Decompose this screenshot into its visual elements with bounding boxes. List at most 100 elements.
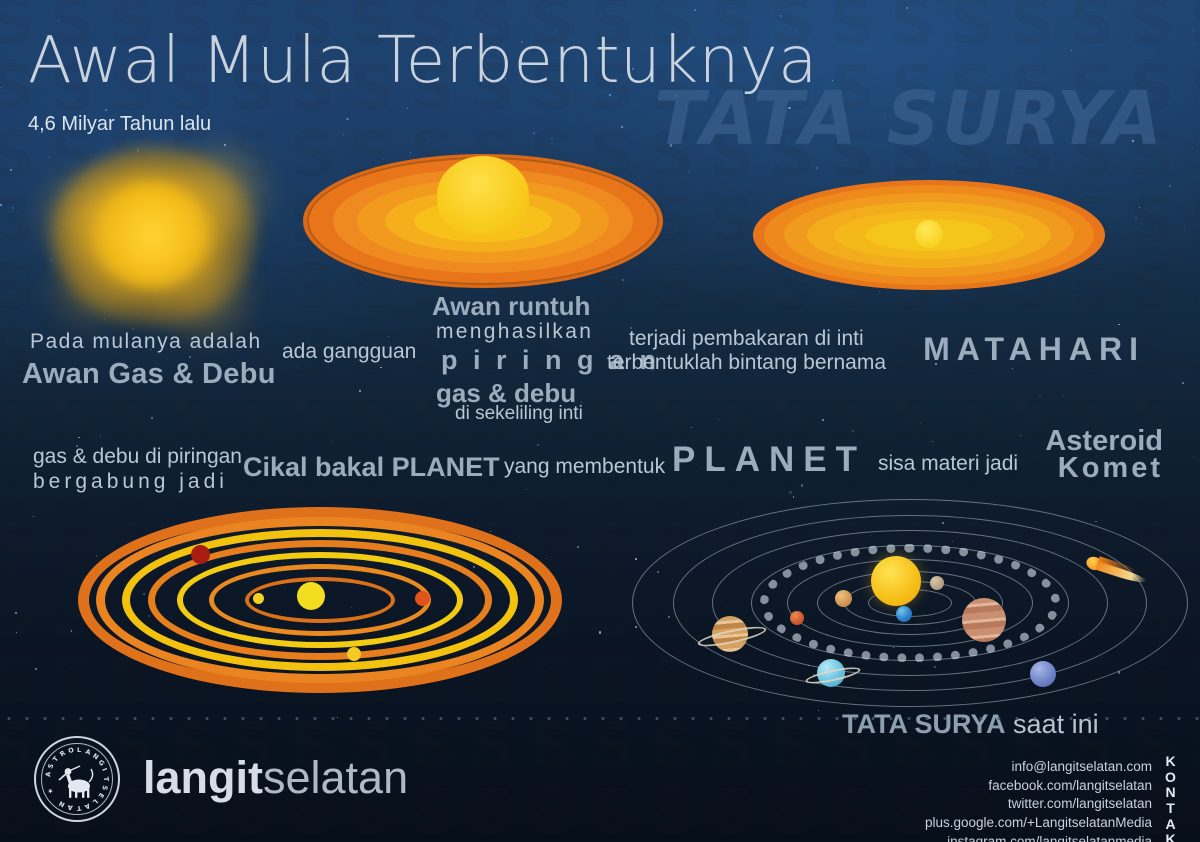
watermark-letter: S xyxy=(590,512,635,585)
watermark-letter: S xyxy=(1190,56,1200,118)
watermark-letter: S xyxy=(890,0,935,57)
star xyxy=(1020,434,1022,436)
stage5-label: Cikal bakal PLANET xyxy=(243,452,500,482)
star xyxy=(822,419,825,421)
watermark-letter: S xyxy=(1190,188,1200,250)
star xyxy=(127,2,129,4)
star xyxy=(359,390,361,393)
planet-jupiter xyxy=(962,598,1006,642)
stage5-line1: gas & debu di piringan xyxy=(33,445,242,468)
contact-item[interactable]: plus.google.com/+LangitselatanMedia xyxy=(924,814,1152,830)
gas-dust-cloud-art xyxy=(30,128,280,343)
star xyxy=(816,166,818,169)
planet-mercury xyxy=(930,576,944,590)
watermark-letter: S xyxy=(710,182,755,255)
stage3-line2: menghasilkan xyxy=(436,320,594,343)
star xyxy=(718,418,720,420)
contact-item[interactable]: instagram.com/langitselatanmedia xyxy=(947,833,1152,842)
planet-sun xyxy=(871,556,921,606)
star xyxy=(920,421,922,424)
kontak-letter: O xyxy=(1165,768,1177,785)
watermark-letter: S xyxy=(350,380,395,453)
proto-planet-yellow xyxy=(347,647,361,661)
watermark-letter: S xyxy=(1190,122,1200,184)
watermark-letter: S xyxy=(1190,254,1200,316)
star xyxy=(296,366,298,367)
watermark-letter: S xyxy=(0,512,35,585)
star xyxy=(688,170,690,173)
watermark-letter: S xyxy=(1190,320,1200,382)
planet-saturn xyxy=(712,616,748,652)
star xyxy=(576,546,579,549)
star xyxy=(1135,217,1138,220)
star xyxy=(330,440,333,442)
watermark-letter: S xyxy=(290,380,335,453)
watermark-letter: S xyxy=(1190,518,1200,580)
collapsing-disk-art xyxy=(303,146,663,296)
badge-ring-letter: L xyxy=(77,746,82,754)
watermark-letter: S xyxy=(0,446,35,519)
watermark-letter: S xyxy=(710,248,755,321)
star xyxy=(380,366,383,369)
watermark-letter: S xyxy=(1190,650,1200,712)
wordmark-light: selatan xyxy=(263,752,409,803)
planet-mars xyxy=(790,611,804,625)
star xyxy=(70,630,73,633)
star xyxy=(35,668,38,671)
stage6-label-planet: PLANET xyxy=(672,440,866,479)
watermark-letter: S xyxy=(950,380,995,453)
star xyxy=(1039,394,1042,397)
star xyxy=(295,245,296,247)
stage1-caption-light: Pada mulanya adalah xyxy=(30,330,262,353)
badge-ring-letter: N xyxy=(57,799,67,809)
badge-ring-letter: I xyxy=(100,766,109,773)
watermark-letter: S xyxy=(1190,584,1200,646)
star xyxy=(32,515,34,517)
watermark-letter: S xyxy=(950,0,995,57)
stage4-line2: terbentuklah bintang bernama xyxy=(607,351,887,374)
badge-ring-letter: A xyxy=(84,747,92,757)
watermark-letter: S xyxy=(890,380,935,453)
star xyxy=(14,611,17,614)
kontak-letter: T xyxy=(1166,800,1176,817)
badge-ring-letter: R xyxy=(58,748,68,759)
badge-ring-letter: O xyxy=(67,745,75,756)
watermark-letter: S xyxy=(830,0,875,57)
star xyxy=(1196,150,1198,152)
ghost-title-tata-surya: TATA SURYA xyxy=(653,76,1164,162)
star-disk-art xyxy=(753,175,1105,295)
badge-ring-letter: A xyxy=(83,801,92,811)
watermark-letter: S xyxy=(1010,0,1055,57)
star xyxy=(691,426,693,428)
star xyxy=(789,491,792,494)
badge-ring-letter: S xyxy=(100,784,110,791)
star xyxy=(78,436,80,439)
stage1-caption-bold: Awan Gas & Debu xyxy=(22,358,276,390)
planet-neptune xyxy=(1030,661,1056,687)
footer-divider xyxy=(0,717,1200,720)
star xyxy=(105,109,108,112)
wordmark-bold: langit xyxy=(143,752,263,803)
proto-planet-red xyxy=(191,545,210,564)
star xyxy=(906,6,909,10)
star xyxy=(1183,225,1185,227)
watermark-letter: S xyxy=(110,380,155,453)
watermark-letter: S xyxy=(1070,0,1115,57)
star xyxy=(1193,456,1195,458)
watermark-letter: S xyxy=(230,380,275,453)
planet-venus xyxy=(835,590,852,607)
stage6-label-asteroid: Asteroid xyxy=(1045,425,1163,457)
contact-item[interactable]: facebook.com/langitselatan xyxy=(988,777,1152,793)
proto-planet-small-yellow xyxy=(253,593,264,604)
asteroid-belt xyxy=(760,544,1060,662)
stage2-caption: ada gangguan xyxy=(282,340,417,363)
watermark-letter: S xyxy=(1130,248,1175,321)
watermark-letter: S xyxy=(1190,452,1200,514)
stage4-line1: terjadi pembakaran di inti xyxy=(629,327,864,350)
star xyxy=(851,429,855,433)
contact-item[interactable]: twitter.com/langitselatan xyxy=(1007,796,1152,812)
contact-item[interactable]: info@langitselatan.com xyxy=(1011,759,1152,774)
stage3-line4: gas & debu xyxy=(436,378,577,408)
